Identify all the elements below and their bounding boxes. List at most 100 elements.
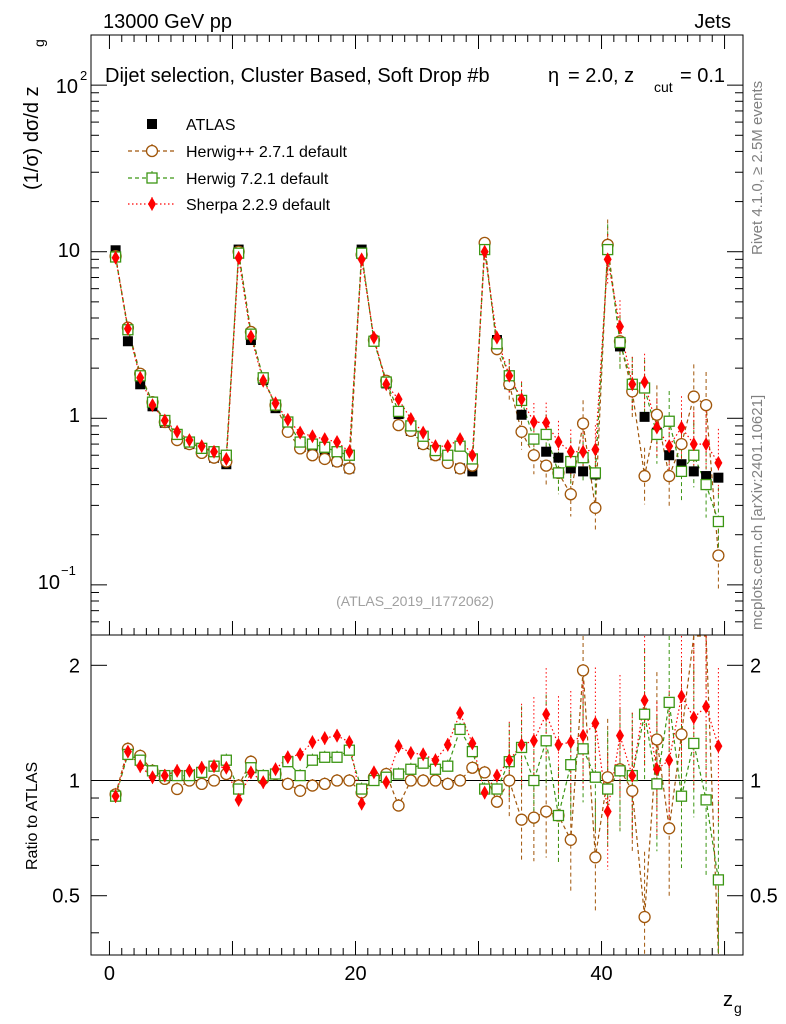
main-point-sherpa [357, 252, 366, 267]
main-point-herwigpp [663, 469, 676, 483]
title-sub: cut [654, 79, 673, 95]
ratio-point-sherpa [603, 804, 612, 819]
main-point-atlas [553, 452, 564, 463]
main-point-sherpa [136, 370, 145, 385]
ratio-point-sherpa [529, 733, 538, 748]
ratio-point-sherpa [443, 737, 452, 752]
ratio-point-herwig7 [319, 751, 331, 763]
ratio-point-herwig7 [528, 774, 540, 787]
ratio-point-sherpa [566, 735, 575, 750]
ratio-point-sherpa [210, 759, 219, 774]
ratio-point-sherpa [714, 739, 723, 754]
ratio-point-herwigpp [650, 733, 664, 746]
header-right: Jets [694, 11, 731, 33]
ratio-tick-label-left: 1 [69, 771, 80, 793]
ratio-point-herwigpp [675, 728, 688, 741]
main-point-atlas [565, 463, 576, 474]
main-point-sherpa [271, 396, 280, 411]
ratio-point-sherpa [160, 768, 169, 783]
main-point-sherpa [345, 444, 354, 459]
ratio-point-herwig7 [712, 874, 725, 886]
ratio-point-herwigpp [404, 774, 417, 787]
main-point-herwigpp [564, 488, 577, 501]
main-point-atlas [639, 411, 650, 422]
main-point-atlas [541, 446, 552, 457]
main-point-sherpa [628, 377, 637, 392]
ratio-point-sherpa [369, 765, 378, 780]
main-point-herwigpp [281, 425, 294, 438]
main-point-herwigpp [306, 449, 319, 462]
main-point-sherpa [579, 444, 588, 459]
main-point-sherpa [283, 412, 292, 427]
main-point-herwig7 [552, 467, 565, 479]
main-point-sherpa [148, 398, 157, 413]
ratio-point-sherpa [505, 753, 514, 768]
ratio-point-sherpa [480, 785, 489, 800]
ratio-point-herwig7 [491, 783, 503, 795]
ratio-point-herwig7 [540, 735, 552, 747]
main-point-sherpa [652, 420, 661, 435]
ratio-tick-label-left: 2 [69, 655, 80, 677]
ratio-point-sherpa [702, 699, 711, 714]
main-point-herwigpp [638, 469, 651, 483]
ratio-point-herwig7 [552, 809, 565, 822]
ratio-point-herwigpp [207, 774, 221, 787]
main-point-atlas [578, 466, 589, 477]
ratio-point-herwigpp [626, 784, 639, 797]
ratio-point-herwig7 [638, 708, 651, 720]
ratio-tick-label-right: 0.5 [750, 886, 778, 908]
main-point-sherpa [210, 444, 219, 459]
ratio-point-sherpa [689, 710, 698, 725]
legend-label-herwigpp: Herwig++ 2.7.1 default [186, 144, 348, 161]
main-point-sherpa [615, 319, 624, 334]
ratio-point-sherpa [296, 747, 305, 762]
ratio-point-sherpa [320, 731, 329, 746]
title-end: = 0.1 [680, 65, 725, 87]
ratio-point-herwigpp [490, 795, 504, 808]
ratio-point-herwig7 [589, 771, 602, 783]
ratio-point-herwigpp [466, 761, 479, 774]
ratio-point-sherpa [271, 762, 280, 777]
main-point-sherpa [394, 392, 403, 407]
ratio-point-herwigpp [392, 799, 405, 812]
x-tick-labels: 0 20 40 [104, 963, 613, 985]
ratio-point-herwig7 [331, 751, 343, 763]
main-point-sherpa [529, 414, 538, 429]
ratio-point-sherpa [628, 768, 637, 783]
y-tick-100: 10 [56, 76, 78, 98]
main-point-sherpa [320, 432, 329, 447]
main-point-sherpa [468, 448, 477, 463]
legend-label-herwig7: Herwig 7.2.1 default [186, 171, 329, 188]
title-main: Dijet selection, Cluster Based, Soft Dro… [105, 65, 490, 87]
main-point-herwig7 [528, 433, 540, 445]
ratio-point-sherpa [406, 746, 415, 761]
main-point-herwigpp [687, 390, 700, 403]
main-point-herwigpp [527, 449, 541, 462]
legend: ATLAS Herwig++ 2.7.1 default Herwig 7.2.1 … [128, 117, 348, 214]
legend-label-sherpa: Sherpa 2.2.9 default [186, 197, 331, 214]
main-point-herwigpp [330, 455, 344, 468]
ratio-point-sherpa [283, 750, 292, 765]
ratio-point-sherpa [665, 753, 674, 768]
ratio-tick-label-right: 2 [750, 655, 761, 677]
main-point-sherpa [406, 412, 415, 427]
main-point-herwig7 [392, 405, 405, 418]
main-point-sherpa [173, 424, 182, 439]
ratio-point-sherpa [333, 728, 342, 743]
ratio-point-sherpa [468, 736, 477, 751]
main-point-sherpa [160, 413, 169, 428]
main-point-herwigpp [589, 501, 602, 514]
ratio-point-herwigpp [417, 774, 430, 787]
ratio-point-herwig7 [405, 763, 417, 775]
side-note-mcplots: mcplots.cern.ch [arXiv:2401.10621] [749, 395, 766, 630]
ratio-point-herwig7 [675, 790, 688, 802]
svg-text:(1/σ) dσ/d z: (1/σ) dσ/d z [21, 86, 43, 190]
side-note-rivet: Rivet 4.1.0, ≥ 2.5M events [749, 81, 766, 255]
main-point-sherpa [431, 439, 440, 454]
main-point-herwigpp [576, 417, 590, 430]
svg-text:g: g [734, 1000, 742, 1016]
legend-label-atlas: ATLAS [186, 117, 236, 134]
ratio-point-sherpa [456, 706, 465, 721]
main-point-herwigpp [650, 408, 664, 421]
y-tick-100-exp: 2 [80, 68, 87, 83]
